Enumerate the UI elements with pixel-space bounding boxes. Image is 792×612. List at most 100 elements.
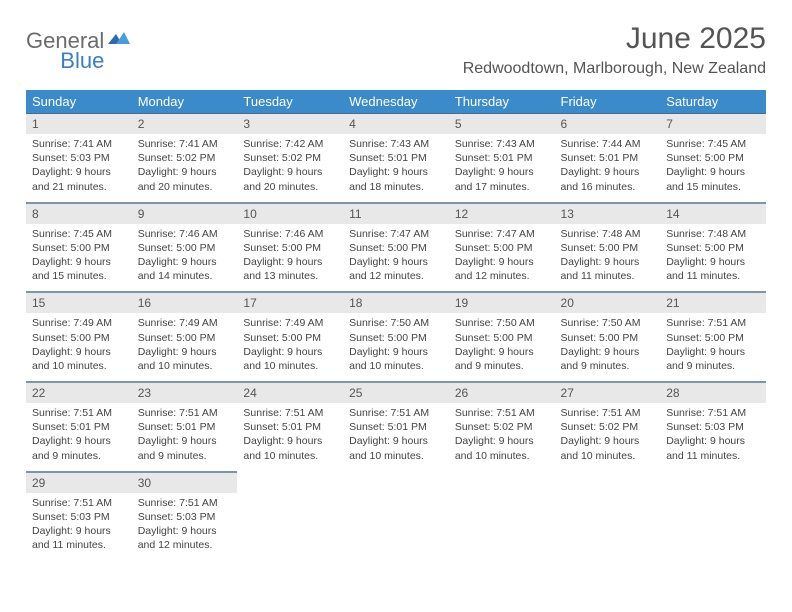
dow-header: Tuesday bbox=[237, 90, 343, 114]
sunrise-text: Sunrise: 7:44 AM bbox=[561, 137, 655, 151]
day2-text: and 9 minutes. bbox=[455, 359, 549, 373]
day-number: 1 bbox=[26, 114, 132, 135]
sunrise-text: Sunrise: 7:48 AM bbox=[561, 227, 655, 241]
day2-text: and 10 minutes. bbox=[561, 449, 655, 463]
day2-text: and 21 minutes. bbox=[32, 180, 126, 194]
sunset-text: Sunset: 5:00 PM bbox=[455, 241, 549, 255]
sunrise-text: Sunrise: 7:51 AM bbox=[561, 406, 655, 420]
day1-text: Daylight: 9 hours bbox=[455, 255, 549, 269]
day-cell: Sunrise: 7:51 AMSunset: 5:03 PMDaylight:… bbox=[660, 403, 766, 472]
dow-header: Monday bbox=[132, 90, 238, 114]
day2-text: and 9 minutes. bbox=[138, 449, 232, 463]
sunset-text: Sunset: 5:03 PM bbox=[32, 510, 126, 524]
day-content-row: Sunrise: 7:51 AMSunset: 5:01 PMDaylight:… bbox=[26, 403, 766, 472]
day1-text: Daylight: 9 hours bbox=[666, 255, 760, 269]
day-cell: Sunrise: 7:48 AMSunset: 5:00 PMDaylight:… bbox=[555, 224, 661, 293]
sunset-text: Sunset: 5:00 PM bbox=[138, 241, 232, 255]
sunset-text: Sunset: 5:02 PM bbox=[138, 151, 232, 165]
day-number-row: 22232425262728 bbox=[26, 382, 766, 403]
day-cell: Sunrise: 7:51 AMSunset: 5:01 PMDaylight:… bbox=[343, 403, 449, 472]
sunset-text: Sunset: 5:00 PM bbox=[243, 241, 337, 255]
day-cell: Sunrise: 7:50 AMSunset: 5:00 PMDaylight:… bbox=[343, 313, 449, 382]
day2-text: and 11 minutes. bbox=[666, 269, 760, 283]
sunrise-text: Sunrise: 7:47 AM bbox=[455, 227, 549, 241]
day2-text: and 12 minutes. bbox=[455, 269, 549, 283]
day1-text: Daylight: 9 hours bbox=[666, 345, 760, 359]
day1-text: Daylight: 9 hours bbox=[455, 434, 549, 448]
sunset-text: Sunset: 5:01 PM bbox=[455, 151, 549, 165]
day-cell: Sunrise: 7:50 AMSunset: 5:00 PMDaylight:… bbox=[449, 313, 555, 382]
day1-text: Daylight: 9 hours bbox=[561, 434, 655, 448]
day1-text: Daylight: 9 hours bbox=[243, 165, 337, 179]
sunset-text: Sunset: 5:00 PM bbox=[32, 241, 126, 255]
day-number-row: 15161718192021 bbox=[26, 292, 766, 313]
header: General Blue June 2025 Redwoodtown, Marl… bbox=[26, 22, 766, 78]
day1-text: Daylight: 9 hours bbox=[561, 255, 655, 269]
day1-text: Daylight: 9 hours bbox=[32, 434, 126, 448]
day2-text: and 10 minutes. bbox=[243, 449, 337, 463]
day1-text: Daylight: 9 hours bbox=[666, 434, 760, 448]
day-cell: Sunrise: 7:51 AMSunset: 5:02 PMDaylight:… bbox=[449, 403, 555, 472]
day2-text: and 14 minutes. bbox=[138, 269, 232, 283]
dow-header: Thursday bbox=[449, 90, 555, 114]
day2-text: and 12 minutes. bbox=[138, 538, 232, 552]
day-cell: Sunrise: 7:44 AMSunset: 5:01 PMDaylight:… bbox=[555, 134, 661, 203]
dow-header: Saturday bbox=[660, 90, 766, 114]
sunset-text: Sunset: 5:01 PM bbox=[349, 151, 443, 165]
day-number: 4 bbox=[343, 114, 449, 135]
day-cell: Sunrise: 7:51 AMSunset: 5:03 PMDaylight:… bbox=[132, 493, 238, 561]
day-number: 13 bbox=[555, 203, 661, 224]
sunset-text: Sunset: 5:01 PM bbox=[32, 420, 126, 434]
sunrise-text: Sunrise: 7:45 AM bbox=[666, 137, 760, 151]
day1-text: Daylight: 9 hours bbox=[32, 524, 126, 538]
day1-text: Daylight: 9 hours bbox=[138, 255, 232, 269]
day2-text: and 15 minutes. bbox=[666, 180, 760, 194]
location-subtitle: Redwoodtown, Marlborough, New Zealand bbox=[463, 60, 766, 78]
day1-text: Daylight: 9 hours bbox=[561, 345, 655, 359]
day-number: 5 bbox=[449, 114, 555, 135]
sunrise-text: Sunrise: 7:50 AM bbox=[561, 316, 655, 330]
day2-text: and 11 minutes. bbox=[32, 538, 126, 552]
day-cell: Sunrise: 7:51 AMSunset: 5:01 PMDaylight:… bbox=[26, 403, 132, 472]
day-cell: Sunrise: 7:49 AMSunset: 5:00 PMDaylight:… bbox=[132, 313, 238, 382]
day-cell: Sunrise: 7:51 AMSunset: 5:00 PMDaylight:… bbox=[660, 313, 766, 382]
sunrise-text: Sunrise: 7:49 AM bbox=[138, 316, 232, 330]
sunrise-text: Sunrise: 7:42 AM bbox=[243, 137, 337, 151]
day1-text: Daylight: 9 hours bbox=[243, 434, 337, 448]
sunrise-text: Sunrise: 7:51 AM bbox=[455, 406, 549, 420]
sunrise-text: Sunrise: 7:51 AM bbox=[32, 496, 126, 510]
day-cell: Sunrise: 7:48 AMSunset: 5:00 PMDaylight:… bbox=[660, 224, 766, 293]
day-number: 17 bbox=[237, 292, 343, 313]
sunset-text: Sunset: 5:00 PM bbox=[561, 241, 655, 255]
day-cell: Sunrise: 7:51 AMSunset: 5:01 PMDaylight:… bbox=[237, 403, 343, 472]
day-cell: Sunrise: 7:47 AMSunset: 5:00 PMDaylight:… bbox=[343, 224, 449, 293]
sunrise-text: Sunrise: 7:51 AM bbox=[138, 496, 232, 510]
day-cell: Sunrise: 7:47 AMSunset: 5:00 PMDaylight:… bbox=[449, 224, 555, 293]
day-cell bbox=[555, 493, 661, 561]
sunset-text: Sunset: 5:00 PM bbox=[32, 331, 126, 345]
day1-text: Daylight: 9 hours bbox=[455, 165, 549, 179]
day-content-row: Sunrise: 7:51 AMSunset: 5:03 PMDaylight:… bbox=[26, 493, 766, 561]
sunrise-text: Sunrise: 7:51 AM bbox=[243, 406, 337, 420]
day2-text: and 9 minutes. bbox=[666, 359, 760, 373]
day-number: 18 bbox=[343, 292, 449, 313]
day-number: 10 bbox=[237, 203, 343, 224]
sunrise-text: Sunrise: 7:50 AM bbox=[349, 316, 443, 330]
day1-text: Daylight: 9 hours bbox=[138, 524, 232, 538]
day-number bbox=[237, 472, 343, 493]
logo-text-blue: Blue bbox=[60, 48, 104, 74]
day-cell: Sunrise: 7:49 AMSunset: 5:00 PMDaylight:… bbox=[26, 313, 132, 382]
day-number: 27 bbox=[555, 382, 661, 403]
day-number bbox=[555, 472, 661, 493]
sunset-text: Sunset: 5:01 PM bbox=[243, 420, 337, 434]
sunrise-text: Sunrise: 7:45 AM bbox=[32, 227, 126, 241]
day-cell: Sunrise: 7:50 AMSunset: 5:00 PMDaylight:… bbox=[555, 313, 661, 382]
day2-text: and 10 minutes. bbox=[349, 449, 443, 463]
day-cell: Sunrise: 7:45 AMSunset: 5:00 PMDaylight:… bbox=[660, 134, 766, 203]
day-cell: Sunrise: 7:43 AMSunset: 5:01 PMDaylight:… bbox=[449, 134, 555, 203]
day-cell: Sunrise: 7:46 AMSunset: 5:00 PMDaylight:… bbox=[237, 224, 343, 293]
day1-text: Daylight: 9 hours bbox=[561, 165, 655, 179]
day-number: 14 bbox=[660, 203, 766, 224]
day2-text: and 12 minutes. bbox=[349, 269, 443, 283]
day1-text: Daylight: 9 hours bbox=[32, 165, 126, 179]
